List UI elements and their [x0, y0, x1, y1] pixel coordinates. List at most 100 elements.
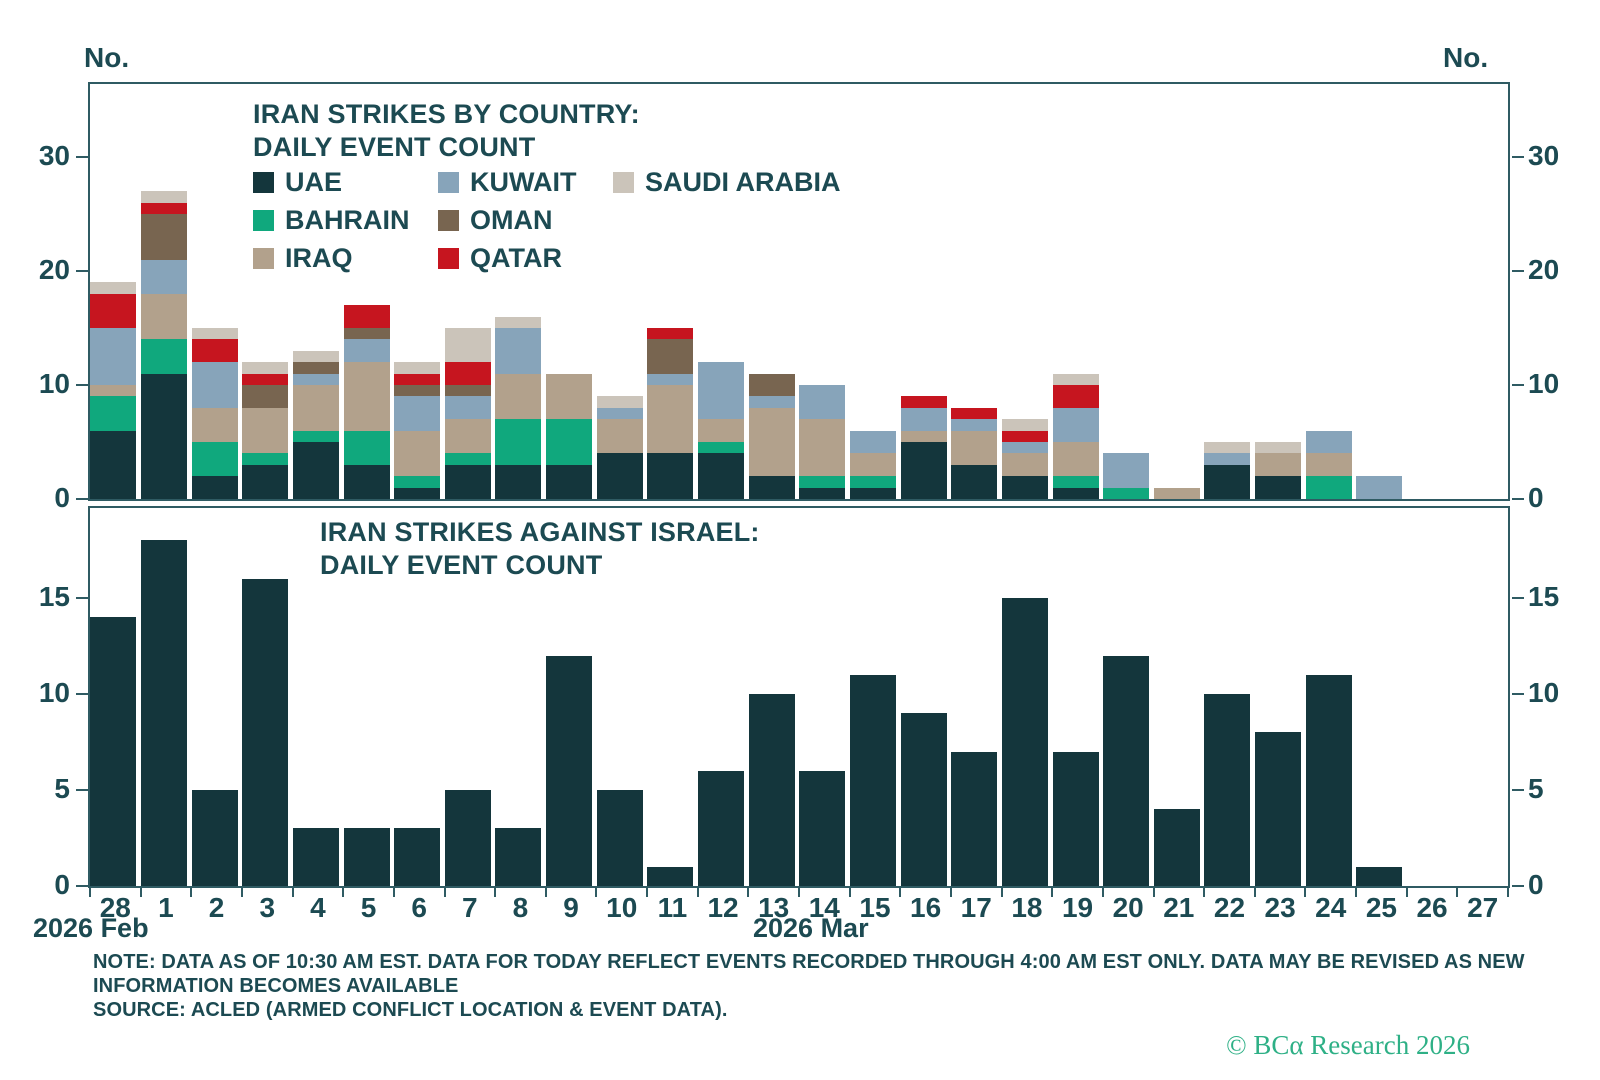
bar-segment-uae [242, 464, 289, 499]
bar-segment-qatar [900, 396, 947, 408]
bar-segment-qatar [1052, 385, 1099, 408]
copyright-text: © BCα Research 2026 [1226, 1030, 1470, 1060]
bar-segment-qatar [647, 328, 694, 340]
bar-segment-oman [394, 385, 441, 397]
bar-segment-saudi-arabia [90, 282, 137, 294]
bar-segment-qatar [242, 373, 289, 385]
x-tick [1203, 888, 1206, 897]
bar-segment-bahrain [546, 419, 593, 465]
bar-segment-bahrain [394, 476, 441, 488]
bar-segment-qatar [343, 305, 390, 328]
bar-segment-iraq [1305, 453, 1352, 477]
bar-segment-iraq [394, 430, 441, 477]
bar-segment-kuwait [900, 407, 947, 431]
bar-segment-israel [951, 751, 998, 886]
bottom-chart-plot-area [90, 508, 1508, 886]
x-tick [342, 888, 345, 897]
bar-segment-oman [292, 362, 339, 374]
bar-segment-oman [242, 385, 289, 408]
bar-segment-iraq [343, 362, 390, 431]
y-tick-label-left: 0 [54, 869, 70, 900]
top-chart-plot-area [90, 84, 1508, 499]
bar-segment-bahrain [292, 430, 339, 442]
bar-segment-iraq [647, 385, 694, 454]
bar-segment-kuwait [748, 396, 795, 408]
x-day-label: 4 [310, 892, 326, 923]
bar-segment-uae [799, 487, 846, 499]
x-day-label: 7 [462, 892, 478, 923]
x-tick [240, 888, 243, 897]
bar-segment-israel [1103, 655, 1150, 886]
y-tick-right [1512, 498, 1524, 500]
bar-segment-kuwait [1204, 453, 1251, 465]
month-label-feb: 2026 Feb [33, 913, 149, 943]
bar-segment-saudi-arabia [596, 396, 643, 408]
bar-segment-israel [596, 790, 643, 886]
x-day-label: 22 [1213, 892, 1246, 923]
note-line2: INFORMATION BECOMES AVAILABLE [93, 975, 459, 997]
legend-empty-cell [613, 206, 841, 234]
x-tick [899, 888, 902, 897]
legend-swatch-iraq [253, 247, 274, 269]
bar-segment-iraq [698, 419, 745, 442]
y-tick-right [1512, 885, 1524, 887]
bar-segment-uae [698, 453, 745, 499]
bar-segment-kuwait [444, 396, 491, 420]
bar-segment-israel [444, 790, 491, 886]
bar-segment-kuwait [90, 328, 137, 385]
month-label-mar: 2026 Mar [753, 913, 869, 943]
bar-segment-kuwait [140, 259, 187, 294]
x-tick [1507, 888, 1509, 897]
bar-segment-bahrain [343, 430, 390, 465]
bar-segment-saudi-arabia [1001, 419, 1048, 431]
y-tick-label-right: 0 [1528, 482, 1544, 513]
y-tick-left [76, 498, 88, 500]
bar-segment-saudi-arabia [495, 316, 542, 328]
legend-label: BAHRAIN [285, 204, 410, 235]
bar-segment-uae [140, 373, 187, 499]
legend-swatch-uae [253, 171, 274, 193]
bar-segment-kuwait [1001, 442, 1048, 454]
bar-segment-kuwait [394, 396, 441, 431]
bar-segment-oman [140, 214, 187, 260]
y-tick-left [76, 693, 88, 695]
y-tick-label-left: 30 [38, 140, 70, 171]
bar-segment-bahrain [1052, 476, 1099, 488]
bar-segment-bahrain [90, 396, 137, 431]
bar-segment-uae [748, 476, 795, 499]
legend-swatch-kuwait [438, 171, 459, 193]
bar-segment-saudi-arabia [394, 362, 441, 374]
legend-item-qatar: QATAR [438, 243, 613, 273]
bar-segment-iraq [1255, 453, 1302, 477]
bar-segment-qatar [394, 373, 441, 385]
legend: UAE KUWAIT SAUDI ARABIA BAHRAIN OMAN IRAQ QATA… [253, 167, 841, 273]
bar-segment-bahrain [140, 339, 187, 374]
bar-segment-iraq [799, 419, 846, 477]
bar-segment-israel [495, 828, 542, 886]
x-day-label: 11 [657, 892, 688, 923]
top-chart-title-line2: DAILY EVENT COUNT [253, 132, 536, 162]
x-tick [1456, 888, 1459, 897]
bar-segment-bahrain [191, 442, 238, 477]
bar-segment-qatar [951, 407, 998, 420]
bar-segment-israel [1356, 866, 1403, 886]
x-tick [696, 888, 699, 897]
bar-segment-israel [191, 790, 238, 886]
bar-segment-bahrain [444, 453, 491, 465]
y-tick-label-right: 20 [1528, 254, 1560, 285]
x-tick [1051, 888, 1054, 897]
bar-segment-uae [191, 476, 238, 499]
legend-swatch-saudi-arabia [613, 171, 634, 193]
x-day-label: 19 [1061, 892, 1094, 923]
x-day-label: 23 [1264, 892, 1296, 923]
bar-segment-saudi-arabia [444, 328, 491, 363]
bar-segment-qatar [191, 339, 238, 363]
bar-segment-uae [647, 453, 694, 499]
y-tick-left [76, 384, 88, 386]
x-day-label: 3 [259, 892, 276, 923]
y-tick-right [1512, 270, 1524, 272]
bar-segment-iraq [849, 453, 896, 477]
bar-segment-kuwait [495, 328, 542, 374]
bar-segment-israel [1305, 674, 1352, 886]
